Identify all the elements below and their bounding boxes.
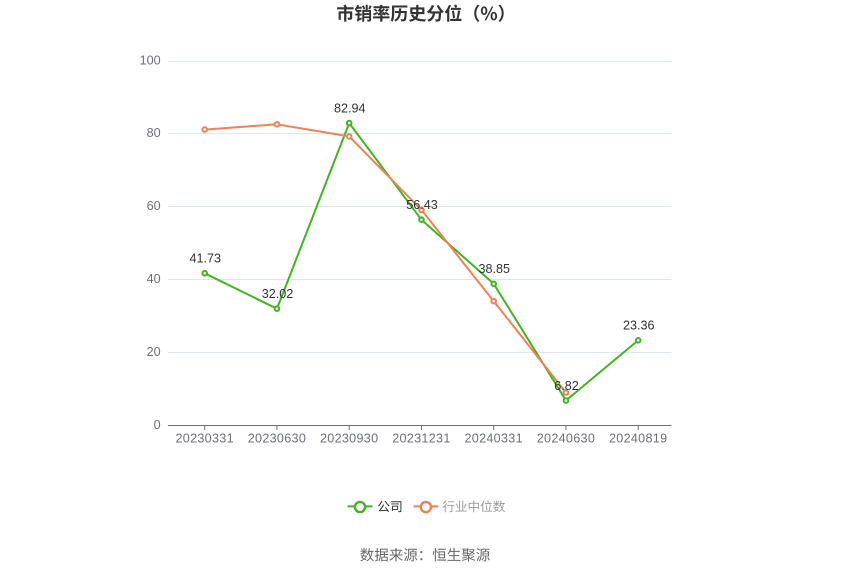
svg-text:80: 80	[147, 126, 161, 140]
svg-text:20230331: 20230331	[175, 431, 233, 445]
svg-text:0: 0	[154, 418, 161, 432]
svg-text:20230630: 20230630	[248, 431, 306, 445]
svg-text:38.85: 38.85	[478, 262, 510, 276]
svg-text:56.43: 56.43	[406, 198, 438, 212]
svg-text:20231231: 20231231	[392, 431, 450, 445]
svg-text:60: 60	[147, 199, 161, 213]
svg-text:6.82: 6.82	[554, 379, 579, 393]
svg-text:40: 40	[147, 272, 161, 286]
svg-text:82.94: 82.94	[334, 101, 366, 115]
svg-text:100: 100	[140, 53, 161, 67]
svg-text:20240819: 20240819	[609, 431, 667, 445]
svg-text:20240331: 20240331	[464, 431, 522, 445]
svg-text:20240630: 20240630	[537, 431, 595, 445]
svg-text:32.02: 32.02	[262, 287, 294, 301]
svg-text:23.36: 23.36	[623, 319, 655, 333]
svg-text:41.73: 41.73	[189, 252, 221, 266]
svg-text:20230930: 20230930	[320, 431, 378, 445]
svg-text:20: 20	[147, 345, 161, 359]
